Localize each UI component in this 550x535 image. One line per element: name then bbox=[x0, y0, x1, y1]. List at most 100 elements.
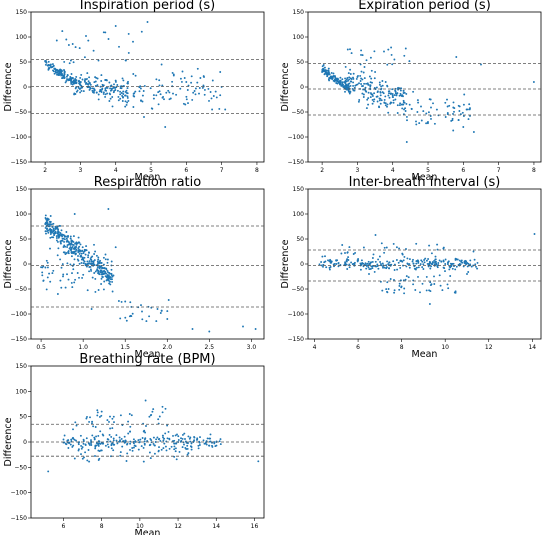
y-tick-label: 100 bbox=[293, 211, 305, 218]
data-point bbox=[83, 56, 86, 59]
data-point bbox=[73, 246, 76, 249]
data-point bbox=[406, 257, 409, 260]
data-point bbox=[161, 411, 164, 414]
data-point bbox=[369, 96, 372, 99]
data-point bbox=[109, 427, 112, 430]
data-point bbox=[161, 84, 164, 87]
y-axis-label: Difference bbox=[3, 417, 14, 466]
data-point bbox=[466, 262, 469, 264]
x-tick-label: 12 bbox=[485, 344, 493, 351]
data-point bbox=[108, 282, 111, 285]
data-point bbox=[90, 308, 93, 310]
data-point bbox=[444, 258, 447, 261]
data-point bbox=[97, 272, 100, 275]
data-point bbox=[208, 330, 211, 333]
data-point bbox=[460, 259, 463, 262]
data-point bbox=[149, 414, 152, 417]
data-point bbox=[469, 259, 472, 262]
data-point bbox=[466, 108, 469, 111]
data-point bbox=[102, 31, 105, 34]
data-point bbox=[87, 254, 90, 257]
data-point bbox=[345, 260, 348, 263]
data-point bbox=[63, 73, 66, 75]
data-point bbox=[80, 447, 83, 450]
data-point bbox=[365, 267, 368, 270]
data-point bbox=[378, 97, 381, 100]
data-point bbox=[157, 438, 160, 441]
data-point bbox=[113, 83, 115, 86]
data-point bbox=[81, 246, 84, 249]
data-point bbox=[356, 76, 359, 78]
data-point bbox=[72, 82, 75, 84]
data-point bbox=[78, 276, 80, 279]
data-point bbox=[398, 94, 401, 97]
y-tick-label: −150 bbox=[288, 336, 305, 343]
data-point bbox=[342, 86, 345, 88]
data-point bbox=[146, 21, 149, 23]
data-point bbox=[69, 243, 72, 245]
data-point bbox=[149, 87, 152, 90]
data-point bbox=[378, 83, 381, 86]
data-point bbox=[62, 275, 64, 278]
data-point bbox=[383, 251, 386, 254]
data-point bbox=[398, 284, 401, 287]
data-point bbox=[242, 325, 244, 328]
data-point bbox=[379, 261, 382, 263]
data-point bbox=[126, 452, 129, 455]
x-tick-label: 2 bbox=[43, 167, 47, 174]
data-point bbox=[466, 273, 468, 275]
data-point bbox=[332, 79, 335, 82]
x-tick-label: 2 bbox=[320, 167, 324, 174]
y-tick-label: 0 bbox=[23, 439, 27, 446]
data-point bbox=[66, 78, 68, 81]
data-point bbox=[160, 309, 163, 312]
data-point bbox=[428, 303, 431, 305]
data-point bbox=[177, 435, 180, 438]
data-point bbox=[168, 437, 171, 440]
data-point bbox=[97, 93, 100, 96]
data-point bbox=[153, 444, 156, 447]
data-point bbox=[365, 59, 368, 62]
data-point bbox=[425, 289, 428, 292]
data-point bbox=[132, 106, 135, 108]
data-point bbox=[116, 442, 119, 445]
data-point bbox=[328, 73, 331, 76]
data-point bbox=[144, 399, 147, 402]
data-point bbox=[345, 80, 348, 83]
data-point bbox=[155, 438, 158, 441]
data-point bbox=[184, 446, 187, 449]
data-point bbox=[119, 97, 122, 100]
data-point bbox=[389, 92, 392, 95]
data-point bbox=[130, 414, 133, 417]
data-point bbox=[391, 96, 394, 98]
data-point bbox=[360, 77, 363, 80]
y-tick-label: −100 bbox=[11, 490, 28, 497]
data-point bbox=[68, 442, 71, 445]
data-point bbox=[162, 447, 165, 450]
data-point bbox=[452, 129, 455, 132]
data-point bbox=[393, 58, 396, 61]
data-point bbox=[80, 261, 83, 264]
data-point bbox=[72, 428, 74, 431]
data-point bbox=[362, 246, 365, 249]
data-point bbox=[57, 247, 60, 250]
data-point bbox=[422, 110, 425, 113]
data-point bbox=[380, 85, 383, 88]
data-point bbox=[175, 458, 178, 461]
data-point bbox=[131, 447, 134, 449]
data-point bbox=[119, 317, 122, 320]
data-point bbox=[68, 247, 71, 250]
data-point bbox=[157, 418, 160, 421]
data-point bbox=[168, 447, 171, 450]
y-tick-label: 150 bbox=[293, 186, 305, 193]
data-point bbox=[86, 77, 88, 80]
data-point bbox=[100, 283, 103, 285]
x-tick-label: 8 bbox=[255, 167, 259, 174]
data-point bbox=[44, 226, 47, 229]
data-point bbox=[139, 438, 142, 441]
data-point bbox=[93, 253, 96, 255]
data-point bbox=[349, 68, 352, 71]
data-point bbox=[63, 69, 66, 72]
data-point bbox=[213, 442, 216, 445]
data-point bbox=[345, 263, 348, 266]
